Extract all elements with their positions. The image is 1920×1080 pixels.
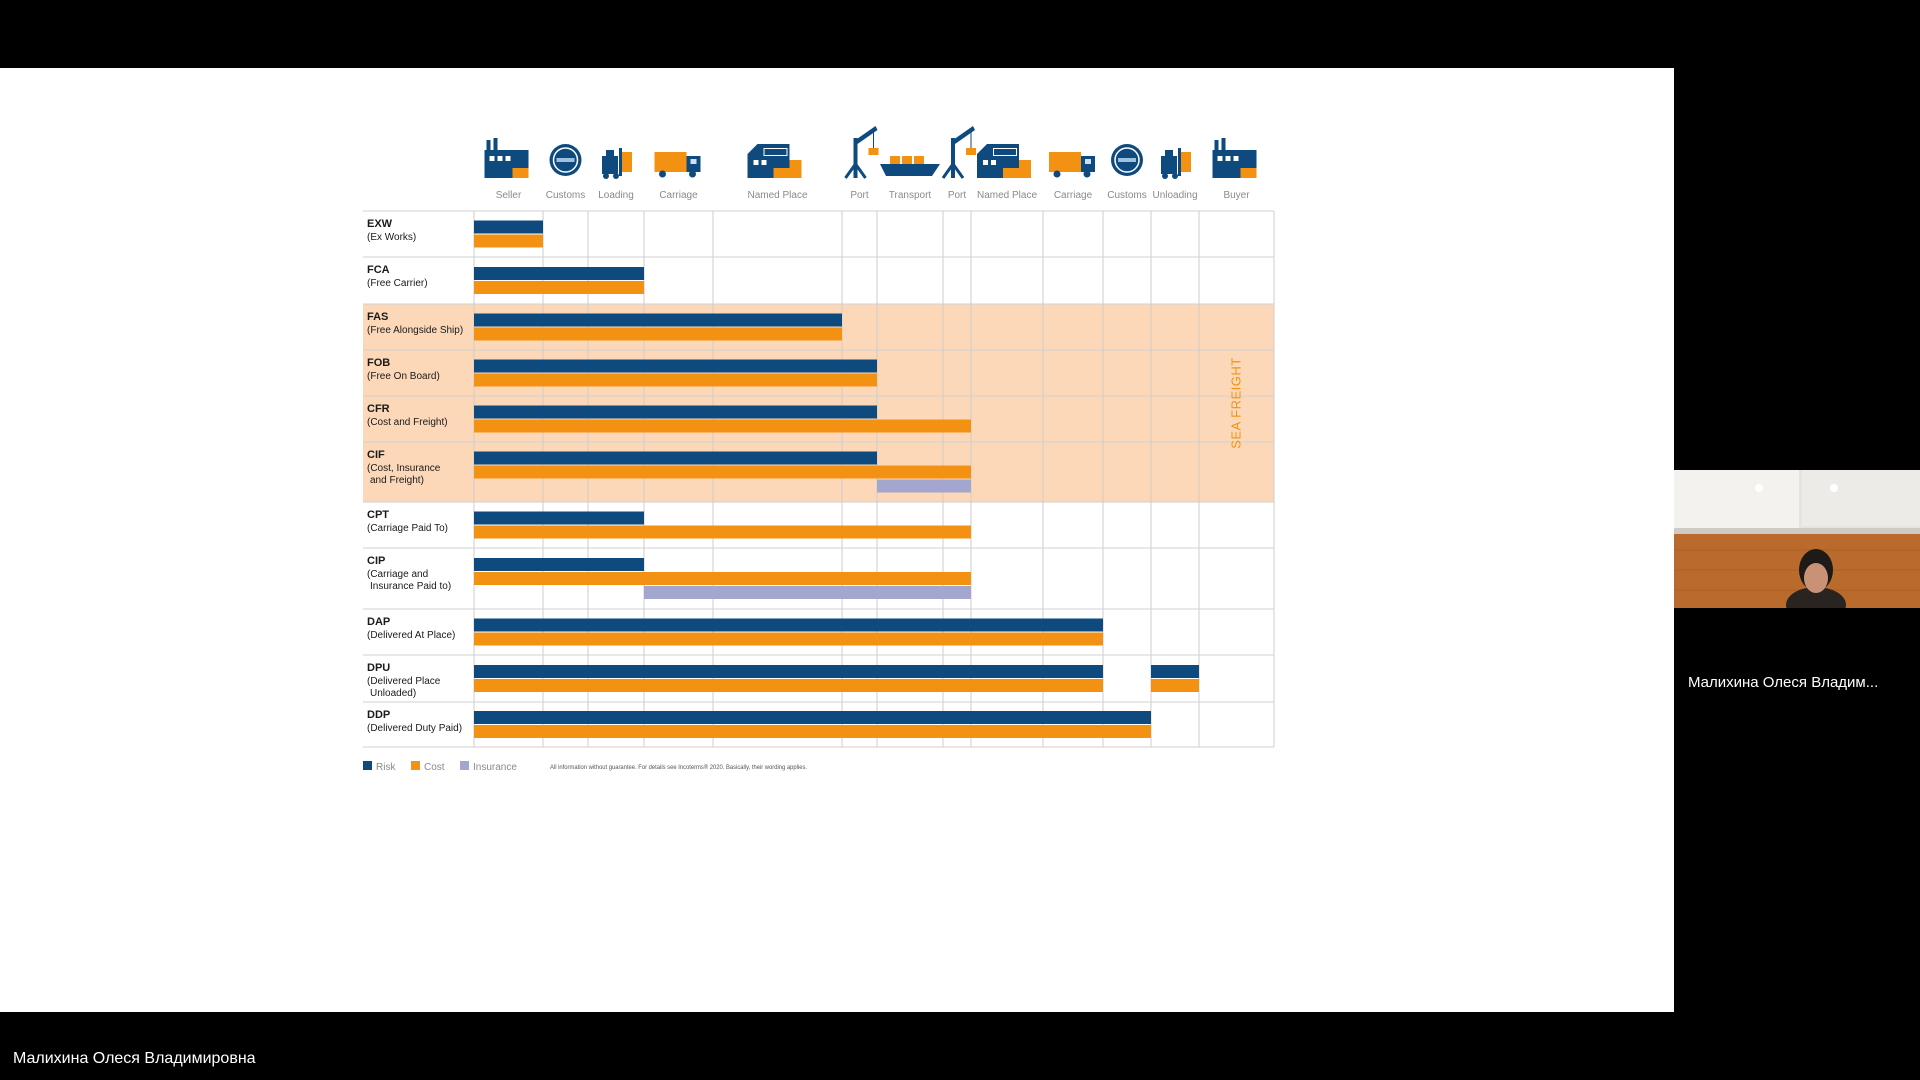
term-description: (Carriage and (367, 569, 428, 580)
legend-swatch (411, 761, 420, 770)
term-code: DAP (367, 616, 390, 628)
truck-icon (1049, 152, 1095, 178)
cost-bar (474, 525, 971, 539)
cost-bar (474, 281, 644, 294)
stage-label: Port (948, 190, 967, 201)
term-description: (Delivered Duty Paid) (367, 723, 462, 734)
cost-bar (474, 572, 971, 585)
customs-seal-icon (549, 144, 582, 176)
stage-label: Seller (496, 190, 522, 201)
sea-freight-label: SEA FREIGHT (1229, 357, 1244, 448)
factory-icon (484, 138, 529, 178)
cost-bar (474, 327, 842, 341)
term-description: (Free Alongside Ship) (367, 325, 463, 336)
term-description: (Cost and Freight) (367, 417, 448, 428)
term-code: CPT (367, 509, 389, 521)
legend-label: Risk (376, 762, 396, 773)
term-description: Insurance Paid to) (370, 581, 451, 592)
stage-label: Customs (1107, 190, 1146, 201)
risk-bar (474, 313, 842, 327)
term-description: (Delivered At Place) (367, 630, 455, 641)
legend-label: Cost (424, 762, 445, 773)
stage-label: Named Place (747, 190, 807, 201)
risk-bar (474, 618, 1103, 632)
factory-icon (1212, 138, 1257, 178)
forklift-icon (1161, 148, 1191, 179)
participant-video-tile[interactable] (1674, 470, 1920, 608)
term-code: CIF (367, 449, 385, 461)
legend-label: Insurance (473, 762, 517, 773)
cargo-warehouse-icon (977, 144, 1031, 178)
term-code: FOB (367, 357, 390, 369)
participant-name-label: Малихина Олеся Владим... (1688, 674, 1879, 691)
cost-bar (474, 373, 877, 387)
footnote: All information without guarantee. For d… (550, 764, 807, 771)
term-code: DDP (367, 709, 390, 721)
legend-swatch (460, 761, 469, 770)
stage-label: Unloading (1152, 190, 1197, 201)
risk-bar (474, 711, 1151, 724)
port-crane-icon (844, 126, 879, 179)
cost-bar (474, 234, 543, 248)
presentation-slide: Seller Customs Loading Carriage Named Place P… (0, 68, 1674, 1012)
term-description: (Delivered Place (367, 676, 441, 687)
term-code: DPU (367, 662, 390, 674)
truck-icon (654, 152, 701, 178)
cost-bar (474, 419, 971, 433)
risk-bar (474, 558, 644, 571)
term-code: CIP (367, 555, 385, 567)
port-crane-icon (941, 126, 976, 179)
risk-bar (474, 511, 644, 525)
stage-label: Carriage (659, 190, 698, 201)
cost-bar (474, 465, 971, 479)
cargo-warehouse-icon (747, 144, 802, 178)
stage-label: Buyer (1223, 190, 1250, 201)
stage-label: Transport (889, 190, 932, 201)
risk-bar (474, 359, 877, 373)
incoterms-chart: Seller Customs Loading Carriage Named Place P… (363, 126, 1275, 773)
risk-bar (474, 405, 877, 419)
cost-bar (474, 725, 1151, 738)
risk-bar (474, 220, 543, 234)
term-description: (Free Carrier) (367, 278, 428, 289)
cargo-ship-icon (880, 156, 940, 176)
stage-label: Customs (546, 190, 585, 201)
term-description: (Carriage Paid To) (367, 523, 448, 534)
forklift-icon (602, 148, 632, 179)
term-description: (Cost, Insurance (367, 463, 441, 474)
cost-bar (474, 679, 1103, 692)
term-code: FAS (367, 311, 388, 323)
risk-bar (474, 665, 1103, 678)
insurance-bar (644, 586, 971, 599)
term-code: FCA (367, 264, 390, 276)
term-description: and Freight) (370, 475, 424, 486)
legend-swatch (363, 761, 372, 770)
risk-bar (474, 451, 877, 465)
cost-bar (474, 632, 1103, 646)
customs-seal-icon (1111, 144, 1143, 176)
stage-label: Named Place (977, 190, 1037, 201)
insurance-bar (877, 479, 971, 493)
term-description: Unloaded) (370, 688, 416, 699)
risk-bar (1151, 665, 1199, 678)
term-code: EXW (367, 218, 393, 230)
stage-label: Port (850, 190, 869, 201)
presenter-name-label: Малихина Олеся Владимировна (13, 1050, 256, 1067)
cost-bar (1151, 679, 1199, 692)
term-code: CFR (367, 403, 390, 415)
term-description: (Free On Board) (367, 371, 440, 382)
stage-label: Loading (598, 190, 634, 201)
term-description: (Ex Works) (367, 232, 416, 243)
risk-bar (474, 267, 644, 280)
stage-label: Carriage (1054, 190, 1093, 201)
